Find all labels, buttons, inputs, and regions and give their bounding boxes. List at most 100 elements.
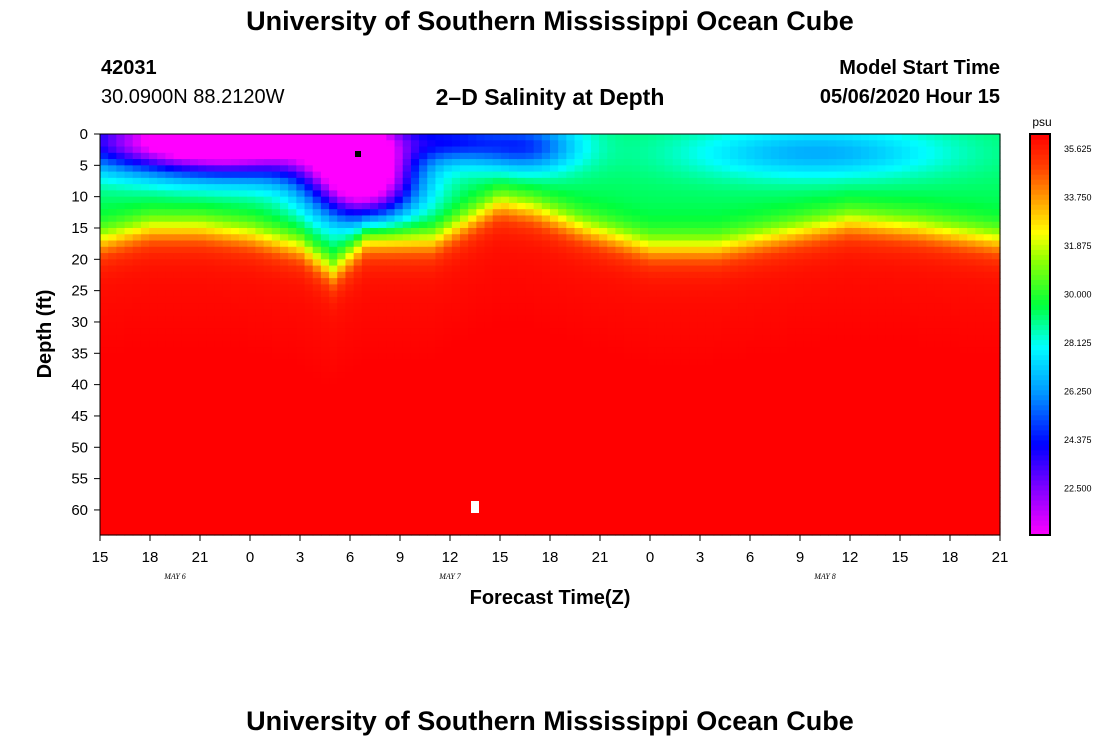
heatmap-cell xyxy=(640,459,649,467)
heatmap-cell xyxy=(574,347,584,354)
heatmap-cell xyxy=(239,253,248,260)
heatmap-cell xyxy=(337,134,347,141)
heatmap-cell xyxy=(697,403,707,411)
heatmap-cell xyxy=(361,415,371,423)
heatmap-cell xyxy=(353,190,363,198)
heatmap-cell xyxy=(533,522,543,530)
heatmap-cell xyxy=(149,315,158,323)
heatmap-cell xyxy=(280,134,289,141)
heatmap-cell xyxy=(509,422,518,430)
heatmap-cell xyxy=(705,353,715,361)
heatmap-cell xyxy=(582,447,592,455)
heatmap-cell xyxy=(566,134,576,141)
heatmap-cell xyxy=(615,328,625,336)
heatmap-cell xyxy=(533,253,543,260)
heatmap-cell xyxy=(320,259,330,267)
heatmap-cell xyxy=(574,390,584,398)
heatmap-cell xyxy=(500,309,510,317)
heatmap-cell xyxy=(468,441,477,448)
heatmap-cell xyxy=(214,134,224,141)
heatmap-cell xyxy=(713,140,723,148)
heatmap-cell xyxy=(214,246,224,254)
heatmap-cell xyxy=(329,415,338,423)
heatmap-cell xyxy=(566,459,576,467)
heatmap-cell xyxy=(721,491,731,499)
heatmap-cell xyxy=(206,466,216,473)
heatmap-cell xyxy=(304,209,314,217)
heatmap-cell xyxy=(533,190,543,198)
heatmap-cell xyxy=(558,196,567,204)
heatmap-cell xyxy=(320,428,330,436)
heatmap-cell xyxy=(582,503,592,511)
heatmap-cell xyxy=(410,397,420,405)
heatmap-cell xyxy=(280,265,289,273)
heatmap-cell xyxy=(230,441,240,448)
heatmap-cell xyxy=(100,221,109,229)
heatmap-cell xyxy=(157,140,167,148)
heatmap-cell xyxy=(132,522,142,530)
heatmap-cell xyxy=(288,428,297,436)
heatmap-cell xyxy=(525,202,535,210)
heatmap-cell xyxy=(280,202,289,210)
heatmap-cell xyxy=(640,516,649,524)
heatmap-cell xyxy=(370,503,379,511)
heatmap-cell xyxy=(165,184,175,191)
heatmap-cell xyxy=(173,447,183,455)
heatmap-cell xyxy=(476,372,486,379)
heatmap-cell xyxy=(697,221,707,229)
heatmap-cell xyxy=(410,334,420,342)
heatmap-cell xyxy=(566,152,576,160)
heatmap-cell xyxy=(230,278,240,285)
heatmap-cell xyxy=(296,221,306,229)
heatmap-cell xyxy=(386,140,396,148)
heatmap-cell xyxy=(419,177,428,185)
heatmap-cell xyxy=(730,453,739,461)
heatmap-cell xyxy=(181,315,191,323)
heatmap-cell xyxy=(664,453,674,461)
heatmap-cell xyxy=(312,184,322,191)
heatmap-cell xyxy=(255,397,265,405)
heatmap-cell xyxy=(239,290,248,298)
heatmap-cell xyxy=(631,177,641,185)
heatmap-cell xyxy=(435,403,445,411)
heatmap-cell xyxy=(214,177,224,185)
heatmap-cell xyxy=(656,296,666,304)
heatmap-cell xyxy=(222,196,232,204)
heatmap-cell xyxy=(206,265,216,273)
heatmap-cell xyxy=(500,459,510,467)
heatmap-cell xyxy=(623,384,633,392)
heatmap-cell xyxy=(206,140,216,148)
heatmap-cell xyxy=(607,165,617,173)
heatmap-cell xyxy=(451,221,461,229)
heatmap-cell xyxy=(599,365,608,373)
heatmap-cell xyxy=(697,516,707,524)
heatmap-cell xyxy=(460,134,469,141)
heatmap-cell xyxy=(435,516,445,524)
heatmap-cell xyxy=(631,246,641,254)
heatmap-cell xyxy=(288,202,297,210)
heatmap-cell xyxy=(140,234,150,242)
heatmap-cell xyxy=(370,171,379,179)
heatmap-cell xyxy=(672,428,682,436)
heatmap-cell xyxy=(607,509,617,517)
heatmap-cell xyxy=(280,447,289,455)
heatmap-cell xyxy=(116,397,126,405)
heatmap-cell xyxy=(239,497,248,505)
heatmap-cell xyxy=(124,340,134,348)
heatmap-cell xyxy=(500,365,510,373)
heatmap-cell xyxy=(443,303,453,311)
heatmap-cell xyxy=(460,484,469,492)
heatmap-cell xyxy=(680,284,690,292)
heatmap-cell xyxy=(460,503,469,511)
heatmap-cell xyxy=(361,478,371,486)
heatmap-cell xyxy=(640,209,649,217)
heatmap-cell xyxy=(312,177,322,185)
heatmap-cell xyxy=(705,177,715,185)
heatmap-cell xyxy=(664,202,674,210)
heatmap-cell xyxy=(230,227,240,235)
heatmap-cell xyxy=(181,159,191,166)
heatmap-cell xyxy=(664,284,674,292)
heatmap-cell xyxy=(419,309,428,317)
heatmap-cell xyxy=(296,447,306,455)
heatmap-cell xyxy=(353,384,363,392)
